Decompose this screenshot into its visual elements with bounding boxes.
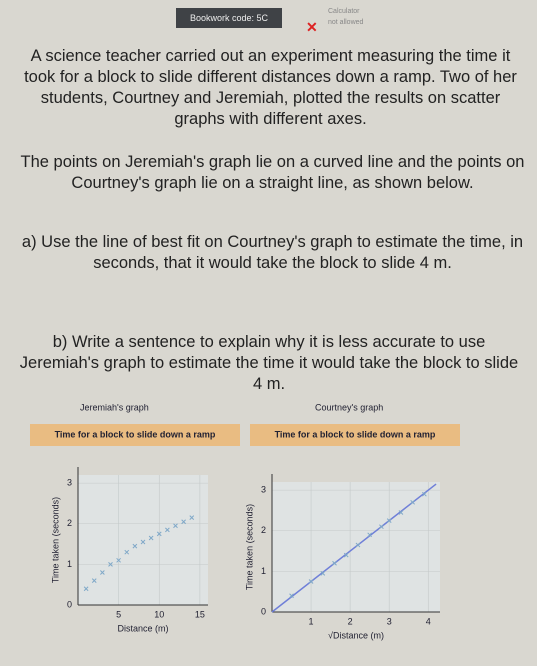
data-point <box>140 539 146 545</box>
data-point <box>173 523 178 529</box>
y-tick-label: 1 <box>261 566 266 576</box>
data-point <box>386 518 392 523</box>
y-tick-label: 0 <box>67 599 72 609</box>
data-point <box>100 570 105 575</box>
y-tick-label: 3 <box>67 478 72 488</box>
graph-name: Jeremiah's graph <box>80 402 149 412</box>
x-tick-label: 3 <box>387 616 392 626</box>
data-point <box>422 491 427 497</box>
description-text: The points on Jeremiah's graph lie on a … <box>20 153 525 192</box>
plot-area <box>78 475 208 605</box>
data-point <box>332 560 337 566</box>
data-point <box>367 532 373 538</box>
part-b: b) Write a sentence to explain why it is… <box>19 333 519 393</box>
data-point <box>124 549 130 555</box>
title-band <box>250 424 460 446</box>
data-point <box>308 579 314 584</box>
x-tick-label: 15 <box>195 609 205 619</box>
x-tick-label: 4 <box>426 616 431 626</box>
data-point <box>83 586 89 592</box>
best-fit-line <box>271 483 437 613</box>
x-axis-label: Distance (m) <box>117 623 168 633</box>
x-tick-label: 2 <box>348 616 353 626</box>
part-a: a) Use the line of best fit on Courtney'… <box>21 233 524 272</box>
data-point <box>156 531 162 537</box>
data-point <box>181 519 186 525</box>
y-tick-label: 3 <box>261 485 266 495</box>
intro-text: A science teacher carried out an experim… <box>24 47 517 128</box>
y-tick-label: 0 <box>261 606 266 616</box>
data-point <box>108 562 113 567</box>
data-point <box>289 593 294 599</box>
y-tick-label: 1 <box>67 559 72 569</box>
bookwork-code: Bookwork code: 5C <box>176 8 282 28</box>
graph-title: Time for a block to slide down a ramp <box>55 429 216 439</box>
data-point <box>410 499 416 505</box>
x-tick-label: 5 <box>116 609 121 619</box>
y-axis-label: Time taken (seconds) <box>244 504 254 590</box>
graph-name: Courtney's graph <box>315 402 383 412</box>
y-tick-label: 2 <box>261 525 266 535</box>
data-point <box>91 578 97 583</box>
x-tick-label: 10 <box>154 609 164 619</box>
calculator-label: Calculator <box>328 8 360 15</box>
x-axis-label: √Distance (m) <box>328 630 384 640</box>
data-point <box>379 524 384 530</box>
data-point <box>189 515 195 521</box>
y-tick-label: 2 <box>67 518 72 528</box>
graphs: Jeremiah's graph Time for a block to slid… <box>30 402 460 640</box>
title-band <box>30 424 240 446</box>
cross-icon: ✕ <box>306 19 318 35</box>
y-axis-label: Time taken (seconds) <box>50 497 60 583</box>
data-point <box>116 557 121 563</box>
data-point <box>132 543 138 549</box>
data-point <box>320 571 326 576</box>
data-point <box>398 510 404 515</box>
data-point <box>148 535 154 541</box>
calculator-note: not allowed <box>328 19 364 26</box>
graph-title: Time for a block to slide down a ramp <box>275 429 436 439</box>
calculator-status: ✕ Calculator not allowed <box>306 6 364 34</box>
data-point <box>343 552 349 558</box>
data-point <box>355 542 361 548</box>
x-tick-label: 1 <box>309 616 314 626</box>
data-point <box>165 527 170 533</box>
